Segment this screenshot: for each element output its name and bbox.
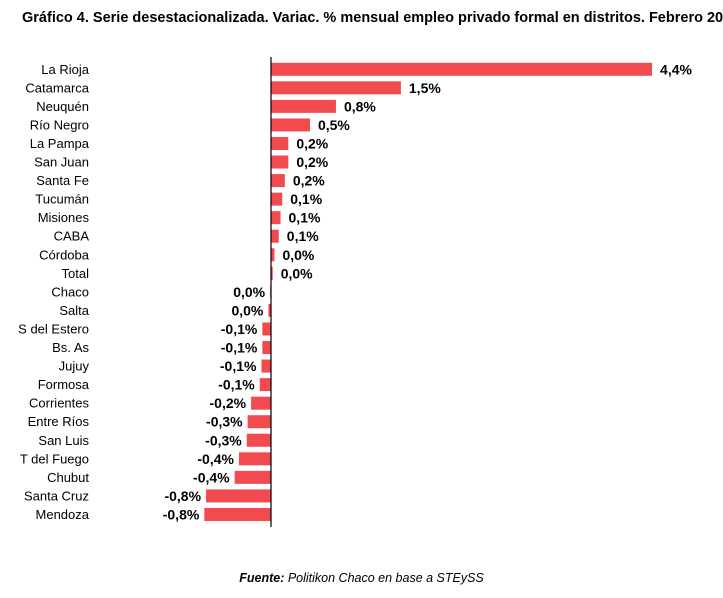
value-label-entre-rios: -0,3%: [206, 414, 243, 430]
value-label-santa-fe: 0,2%: [293, 173, 325, 189]
source-text: Politikon Chaco en base a STEySS: [284, 571, 484, 585]
value-labels: 4,4% 1,5% 0,8% 0,5% 0,2% 0,2% 0,2% 0,1% 0,1% 0,1%…: [163, 61, 693, 522]
category-label-t-del-fuego: T del Fuego: [20, 451, 89, 466]
bar-chart: La Rioja Catamarca Neuquén Río Negro La Pamp…: [18, 57, 693, 527]
category-labels: La Rioja Catamarca Neuquén Río Negro La Pamp…: [18, 62, 90, 522]
bar-chubut: [234, 470, 271, 484]
bar-caba: [271, 229, 279, 243]
value-label-total: 0,0%: [281, 265, 313, 281]
value-label-la-rioja: 4,4%: [660, 61, 692, 77]
bar-formosa: [259, 378, 271, 392]
source-label: Fuente:: [239, 571, 285, 585]
value-label-rio-negro: 0,5%: [318, 117, 350, 133]
category-label-san-luis: San Luis: [38, 433, 89, 448]
value-label-chaco: 0,0%: [233, 284, 265, 300]
bar-san-luis: [246, 433, 271, 447]
bar-total: [271, 266, 273, 280]
category-label-salta: Salta: [59, 303, 89, 318]
bar-salta: [268, 303, 271, 317]
category-label-corrientes: Corrientes: [29, 396, 89, 411]
category-label-santa-fe: Santa Fe: [36, 173, 89, 188]
value-label-san-luis: -0,3%: [205, 432, 242, 448]
value-label-mendoza: -0,8%: [163, 506, 200, 522]
category-label-neuquen: Neuquén: [36, 99, 89, 114]
category-label-tucuman: Tucumán: [35, 192, 89, 207]
bar-la-pampa: [271, 136, 289, 150]
value-label-tucuman: 0,1%: [290, 191, 322, 207]
value-label-cordoba: 0,0%: [282, 247, 314, 263]
category-label-misiones: Misiones: [38, 210, 90, 225]
category-label-san-juan: San Juan: [34, 155, 89, 170]
bar-neuquen: [271, 99, 336, 113]
value-label-neuquen: 0,8%: [344, 98, 376, 114]
category-label-santa-cruz: Santa Cruz: [24, 488, 89, 503]
value-label-la-pampa: 0,2%: [296, 135, 328, 151]
bar-corrientes: [251, 396, 271, 410]
bar-la-rioja: [271, 62, 653, 76]
category-label-la-pampa: La Pampa: [30, 136, 90, 151]
bar-santa-cruz: [206, 489, 271, 503]
value-label-misiones: 0,1%: [289, 210, 321, 226]
category-label-cordoba: Córdoba: [39, 247, 90, 262]
bar-santa-fe: [271, 174, 285, 188]
category-label-la-rioja: La Rioja: [41, 62, 89, 77]
value-label-chubut: -0,4%: [193, 469, 230, 485]
value-label-caba: 0,1%: [287, 228, 319, 244]
value-label-salta: 0,0%: [231, 302, 263, 318]
bar-s-del-estero: [262, 322, 271, 336]
category-label-s-del-estero: S del Estero: [18, 321, 89, 336]
category-label-catamarca: Catamarca: [25, 80, 89, 95]
category-label-mendoza: Mendoza: [36, 507, 90, 522]
category-label-jujuy: Jujuy: [59, 359, 90, 374]
category-label-chubut: Chubut: [47, 470, 89, 485]
bar-tucuman: [271, 192, 283, 206]
bar-entre-rios: [247, 415, 271, 429]
category-label-chaco: Chaco: [51, 284, 89, 299]
value-label-formosa: -0,1%: [218, 377, 255, 393]
bar-rio-negro: [271, 118, 310, 132]
category-label-bs-as: Bs. As: [52, 340, 89, 355]
category-label-formosa: Formosa: [38, 377, 90, 392]
source-note: Fuente: Politikon Chaco en base a STEySS: [0, 571, 723, 585]
value-label-san-juan: 0,2%: [296, 154, 328, 170]
bar-misiones: [271, 211, 281, 225]
category-label-rio-negro: Río Negro: [30, 117, 89, 132]
category-label-caba: CABA: [54, 229, 90, 244]
category-label-total: Total: [62, 266, 90, 281]
value-label-santa-cruz: -0,8%: [164, 488, 201, 504]
bar-jujuy: [261, 359, 271, 373]
bar-t-del-fuego: [238, 452, 271, 466]
value-label-corrientes: -0,2%: [210, 395, 247, 411]
bar-san-juan: [271, 155, 289, 169]
bar-cordoba: [271, 248, 275, 262]
bars: [204, 62, 653, 521]
chart-title: Gráfico 4. Serie desestacionalizada. Var…: [22, 10, 723, 26]
value-label-bs-as: -0,1%: [221, 340, 258, 356]
bar-catamarca: [271, 81, 401, 95]
value-label-t-del-fuego: -0,4%: [197, 451, 234, 467]
bar-bs-as: [262, 341, 271, 355]
bar-mendoza: [204, 507, 271, 521]
value-label-s-del-estero: -0,1%: [221, 321, 258, 337]
value-label-jujuy: -0,1%: [220, 358, 257, 374]
value-label-catamarca: 1,5%: [409, 80, 441, 96]
category-label-entre-rios: Entre Ríos: [28, 414, 90, 429]
